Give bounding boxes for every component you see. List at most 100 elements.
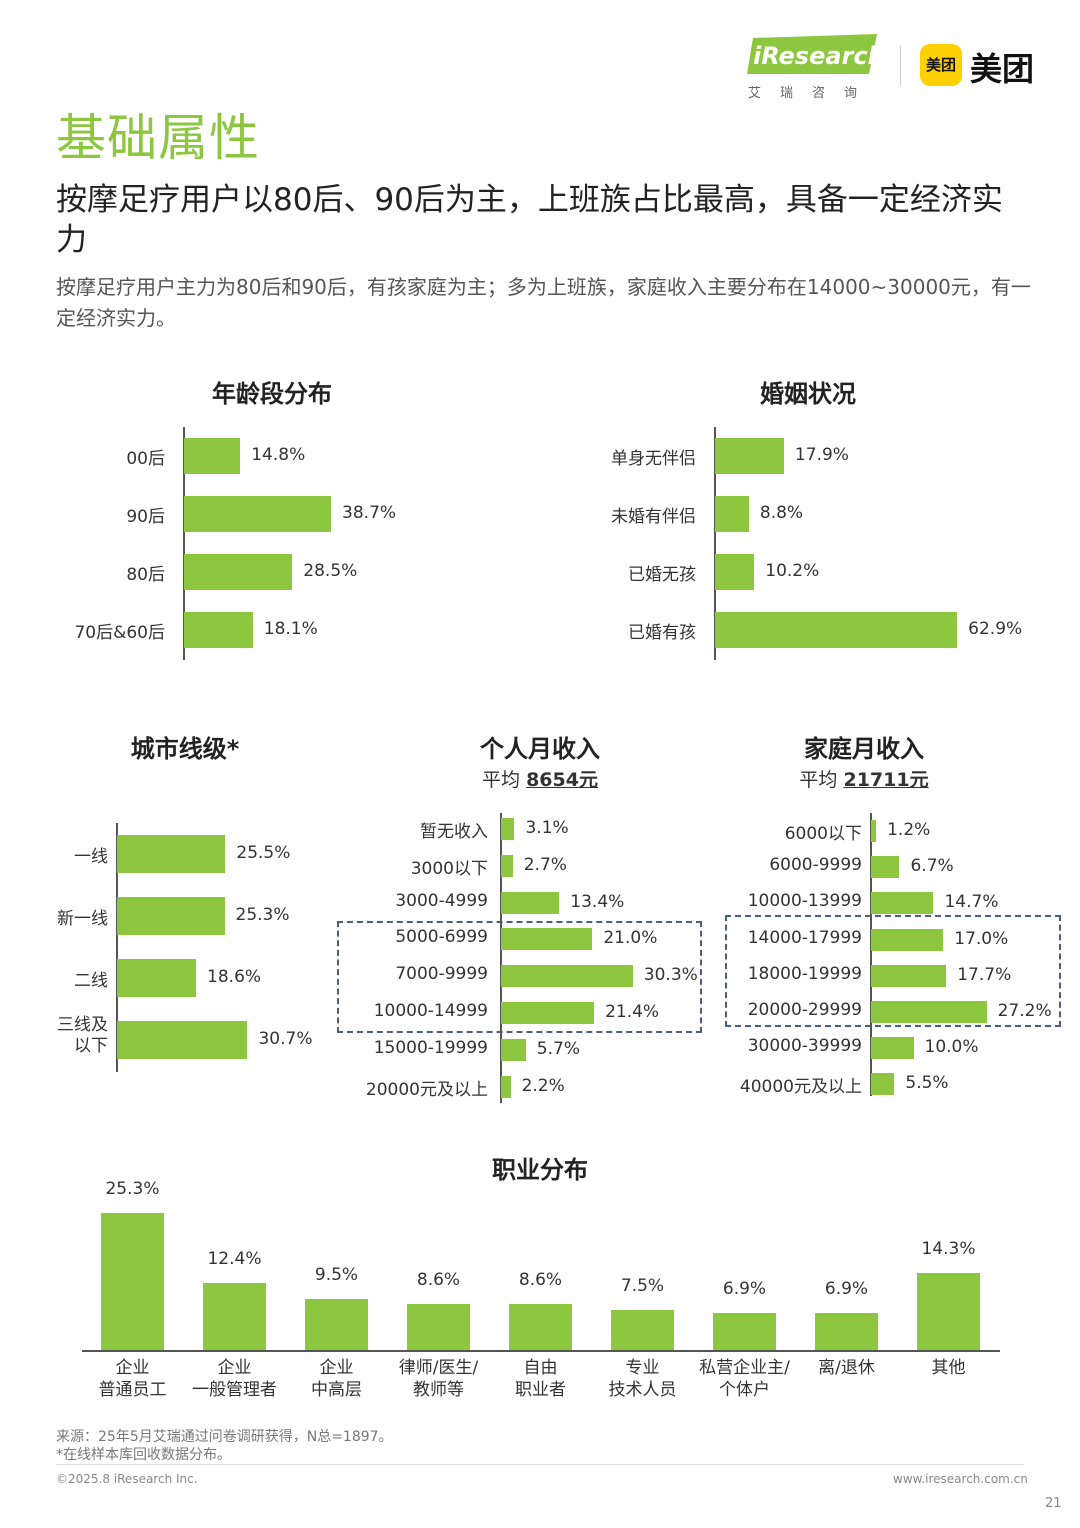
occupation-category-label: 私营企业主/个体户 (683, 1357, 806, 1401)
household_income-value-label: 17.0% (954, 928, 1009, 949)
occupation-bar (509, 1303, 572, 1350)
occupation-value-label: 12.4% (207, 1249, 262, 1270)
occupation-category-label-line: 私营企业主/ (699, 1358, 790, 1378)
age-value-label: 18.1% (263, 619, 318, 639)
personal_income-category-label: 暂无收入 (420, 822, 488, 842)
occupation-category-label-line: 职业者 (515, 1380, 566, 1400)
occupation-category-label-line: 自由 (523, 1358, 558, 1378)
household_income-bar (871, 928, 944, 951)
household_income-average: 平均 21711元 (714, 765, 1014, 792)
personal_income-chart-title: 个人月收入 (480, 735, 600, 763)
marriage-bar (715, 438, 784, 474)
age-bar (184, 496, 332, 532)
personal_income-bar (501, 818, 515, 840)
city-value-label: 25.5% (236, 843, 291, 863)
household_income-average-value: 21711元 (843, 769, 929, 791)
household_income-category-label: 6000-9999 (769, 855, 862, 876)
household_income-chart-title: 家庭月收入 (804, 735, 924, 763)
household_income-category-label: 30000-39999 (747, 1036, 862, 1057)
occupation-bar (917, 1272, 980, 1350)
personal_income-value-label: 30.3% (643, 965, 698, 986)
city-axis (116, 823, 118, 1072)
occupation-category-label: 专业 技术人员 (581, 1357, 704, 1401)
subheadline: 按摩足疗用户主力为80后和90后，有孩家庭为主；多为上班族，家庭收入主要分布在1… (56, 275, 1031, 330)
occupation-value-label: 8.6% (518, 1269, 563, 1290)
household_income-value-label: 10.0% (924, 1037, 979, 1058)
occupation-bar (713, 1312, 776, 1350)
occupation-bar (203, 1283, 266, 1350)
household_income-category-label: 20000-29999 (747, 1000, 862, 1020)
personal_income-value-label: 3.1% (525, 818, 569, 838)
marriage-category-label: 已婚无孩 (628, 565, 696, 585)
household_income-value-label: 5.5% (905, 1073, 949, 1094)
city-category-label: 二线 (74, 971, 108, 991)
personal_income-bar (501, 1038, 526, 1061)
page-number: 21 (1045, 1496, 1062, 1511)
household_income-bar (871, 964, 947, 987)
occupation-bar (611, 1309, 674, 1350)
household_income-bar (871, 892, 934, 915)
personal_income-category-label: 5000-6999 (395, 927, 488, 948)
occupation-bar (407, 1303, 470, 1350)
marriage-value-label: 17.9% (794, 445, 849, 465)
personal_income-average-value: 8654元 (526, 769, 598, 791)
city-category-label-line: 三线及 (57, 1015, 108, 1035)
marriage-category-label: 已婚有孩 (628, 623, 696, 643)
occupation-category-label-line: 个体户 (719, 1380, 770, 1400)
meituan-logo-badge: 美团 (920, 44, 962, 86)
city-category-label: 一线 (74, 847, 108, 867)
city-category-label: 三线及 以下 (0, 1015, 108, 1057)
household_income-value-label: 1.2% (887, 820, 931, 840)
personal_income-category-label: 3000-4999 (395, 890, 488, 911)
household_income-category-label: 18000-19999 (747, 963, 862, 984)
marriage-category-label: 单身无伴侣 (611, 449, 696, 469)
personal_income-category-label: 15000-19999 (373, 1037, 488, 1058)
page-title: 基础属性 (56, 109, 260, 167)
personal_income-category-label: 20000元及以上 (365, 1079, 488, 1100)
marriage-category-label: 未婚有伴侣 (611, 507, 696, 527)
sample-note: *在线样本库回收数据分布。 (56, 1447, 231, 1463)
personal_income-value-label: 2.7% (523, 854, 567, 875)
occupation-value-label: 6.9% (824, 1278, 869, 1299)
personal_income-axis (500, 813, 502, 1103)
personal_income-value-label: 21.4% (605, 1002, 660, 1022)
marriage-value-label: 10.2% (765, 561, 820, 581)
occupation-category-label-line: 技术人员 (608, 1380, 677, 1400)
occupation-category-label-line: 专业 (625, 1358, 660, 1378)
city-value-label: 25.3% (235, 905, 290, 925)
city-bar (117, 959, 197, 997)
website-link[interactable]: www.iresearch.com.cn (893, 1472, 1028, 1486)
occupation-category-label: 企业 中高层 (275, 1357, 398, 1401)
household_income-bar (871, 1037, 914, 1060)
personal_income-category-label: 7000-9999 (395, 964, 488, 985)
occupation-category-label: 律师/医生/教师等 (377, 1357, 500, 1401)
age-axis (183, 427, 185, 660)
occupation-value-label: 6.9% (722, 1278, 767, 1299)
age-category-label: 80后 (126, 565, 165, 585)
city-category-label: 新一线 (57, 909, 108, 929)
household_income-value-label: 6.7% (910, 856, 954, 877)
age-bar (184, 554, 293, 590)
occupation-value-label: 9.5% (314, 1264, 359, 1285)
occupation-value-label: 8.6% (416, 1269, 461, 1290)
headline: 按摩足疗用户以80后、90后为主，上班族占比最高，具备一定经济实力 (56, 182, 1003, 258)
household_income-category-label: 10000-13999 (747, 891, 862, 912)
occupation-category-label-line: 中高层 (311, 1380, 362, 1400)
city-value-label: 30.7% (258, 1029, 313, 1049)
city-value-label: 18.6% (207, 967, 262, 987)
personal_income-category-label: 3000以下 (410, 858, 488, 879)
city-bar (117, 897, 225, 935)
iresearch-logo-shape (747, 34, 877, 74)
personal_income-bar (501, 965, 633, 988)
occupation-bar (815, 1312, 878, 1350)
occupation-category-label-line: 教师等 (413, 1380, 464, 1400)
age-bar (184, 438, 241, 474)
marriage-axis (714, 427, 716, 660)
personal_income-value-label: 13.4% (570, 891, 625, 912)
occupation-category-label-line: 企业 (115, 1358, 150, 1378)
household_income-value-label: 27.2% (997, 1001, 1052, 1021)
occupation-bar (305, 1298, 368, 1350)
household_income-value-label: 17.7% (957, 964, 1012, 985)
household_income-bar (871, 1073, 895, 1096)
household_income-bar (871, 1001, 987, 1023)
